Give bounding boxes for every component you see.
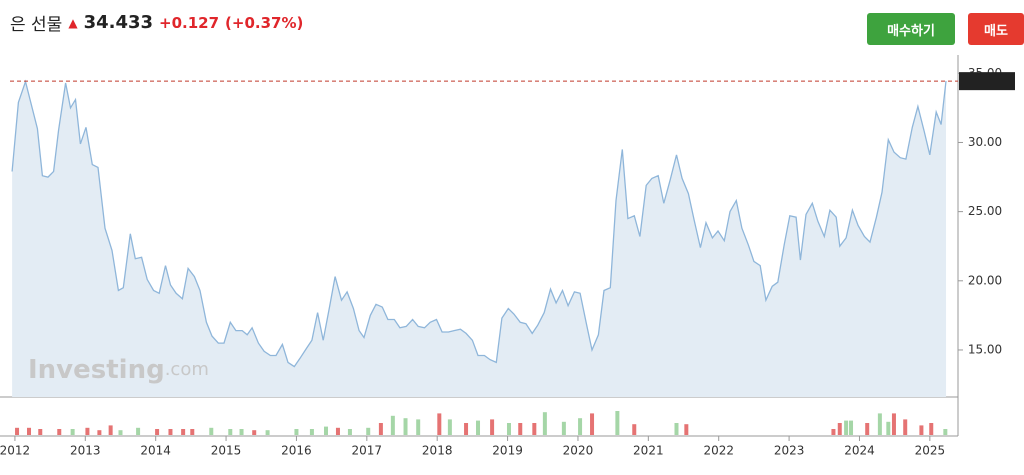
volume-bar — [181, 429, 186, 435]
x-tick-label: 2012 — [0, 444, 30, 458]
y-tick-label: 20.00 — [968, 273, 1002, 287]
x-tick-label: 2014 — [140, 444, 171, 458]
volume-bar — [674, 423, 679, 435]
volume-bar — [615, 411, 620, 435]
volume-bar — [877, 413, 882, 435]
volume-bar — [943, 429, 948, 435]
volume-bar — [561, 421, 566, 435]
volume-bar — [849, 420, 854, 435]
watermark-brand: Investing — [28, 355, 165, 385]
volume-bar — [447, 419, 452, 435]
x-tick-label: 2015 — [211, 444, 242, 458]
volume-bar — [209, 427, 214, 435]
x-tick-label: 2019 — [492, 444, 523, 458]
x-tick-label: 2022 — [703, 444, 734, 458]
volume-bar — [542, 412, 547, 435]
volume-bar — [347, 429, 352, 435]
volume-bar — [38, 429, 43, 435]
volume-bar — [155, 429, 160, 435]
volume-bar — [390, 415, 395, 435]
volume-bar — [437, 413, 442, 435]
volume-bar — [97, 430, 102, 435]
y-tick-label: 25.00 — [968, 204, 1002, 218]
change: +0.127 — [159, 13, 220, 32]
volume-bar — [378, 423, 383, 435]
volume-bar — [865, 423, 870, 435]
volume-bar — [476, 420, 481, 435]
volume-bar — [168, 429, 173, 435]
x-tick-label: 2016 — [281, 444, 312, 458]
volume-bar — [136, 427, 141, 435]
volume-bar — [85, 427, 90, 435]
volume-bar — [518, 423, 523, 435]
volume-bar — [590, 413, 595, 435]
volume-bar — [490, 419, 495, 435]
volume-bar — [844, 420, 849, 435]
volume-bar — [324, 426, 328, 435]
volume-bar — [919, 425, 924, 435]
change-pct: (+0.37%) — [225, 13, 304, 32]
volume-bar — [228, 429, 233, 435]
up-arrow: ▲ — [68, 15, 78, 30]
y-tick-label: 30.00 — [968, 135, 1002, 149]
x-tick-label: 2017 — [352, 444, 383, 458]
volume-bar — [190, 429, 195, 435]
area-fill — [12, 81, 947, 397]
volume-bar — [27, 427, 32, 435]
volume-bar — [366, 427, 371, 435]
volume-bar — [506, 423, 511, 435]
instrument-title: 은 선물 — [10, 15, 63, 35]
x-tick-label: 2021 — [633, 444, 664, 458]
volume-bar — [15, 427, 20, 435]
volume-bar — [684, 424, 689, 435]
volume-bar — [265, 430, 270, 435]
volume-bar — [903, 419, 908, 435]
volume-bar — [416, 419, 421, 435]
y-tick-label: 15.00 — [968, 342, 1002, 356]
buy-button[interactable]: 매수하기 — [867, 13, 955, 45]
volume-bar — [891, 413, 896, 435]
volume-bar — [252, 430, 257, 435]
volume-bar — [335, 427, 340, 435]
volume-bar — [886, 421, 891, 435]
sell-button[interactable]: 매도 — [968, 13, 1024, 45]
volume-bar — [118, 430, 123, 435]
x-tick-label: 2023 — [774, 444, 805, 458]
volume-bar — [632, 424, 637, 435]
volume-bar — [57, 429, 62, 435]
volume-bar — [403, 418, 408, 435]
volume-bar — [70, 429, 75, 435]
volume-bar — [578, 418, 583, 435]
x-tick-label: 2018 — [422, 444, 453, 458]
volume-bar — [929, 423, 934, 435]
last-price-box — [959, 72, 1015, 91]
price-line — [11, 79, 947, 368]
watermark: Investing.com — [28, 355, 209, 385]
volume-bar — [239, 429, 244, 435]
x-tick-label: 2020 — [563, 444, 594, 458]
volume-bar — [837, 423, 842, 435]
watermark-suffix: .com — [165, 359, 209, 380]
volume-bar — [108, 425, 113, 435]
price: 34.433 — [83, 12, 154, 33]
header: 은 선물 ▲ 34.433 +0.127 (+0.37%) — [10, 10, 303, 35]
x-tick-label: 2024 — [844, 444, 875, 458]
x-tick-label: 2025 — [915, 444, 946, 458]
x-tick-label: 2013 — [70, 444, 101, 458]
volume-bar — [294, 429, 299, 435]
volume-bar — [532, 423, 537, 435]
volume-bar — [309, 429, 314, 435]
volume-bar — [464, 423, 469, 435]
volume-bar — [831, 429, 836, 435]
